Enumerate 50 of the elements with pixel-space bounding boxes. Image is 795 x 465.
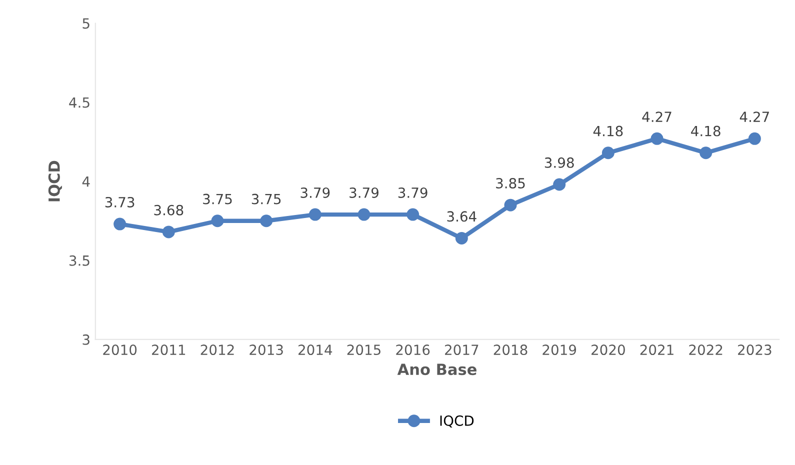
- x-tick-label: 2022: [689, 344, 722, 356]
- y-tick-label: 3: [82, 334, 90, 345]
- point: [211, 214, 224, 228]
- data-label: 3.68: [154, 204, 184, 216]
- x-tick-label: 2011: [152, 344, 186, 356]
- data-label: 4.18: [593, 126, 623, 136]
- data-label: 3.75: [203, 194, 232, 204]
- data-label: 3.75: [252, 194, 281, 204]
- x-tick-label: 2016: [396, 344, 430, 356]
- data-label: 3.73: [105, 196, 134, 208]
- data-label: 3.79: [350, 187, 378, 198]
- point: [114, 218, 126, 230]
- data-label: 3.85: [496, 178, 525, 188]
- point: [406, 208, 420, 221]
- x-tick-label: 2019: [542, 344, 576, 356]
- y-tick-label: 5: [82, 18, 90, 29]
- data-label: 3.98: [544, 157, 574, 168]
- legend-label: IQCD: [440, 415, 474, 428]
- point: [504, 198, 517, 212]
- x-tick-label: 2023: [738, 344, 772, 356]
- point: [553, 178, 566, 191]
- point: [650, 132, 664, 145]
- x-tick-label: 2015: [347, 344, 380, 356]
- y-tick-label: 4.5: [69, 97, 90, 108]
- data-label: 3.64: [447, 211, 476, 222]
- x-tick-label: 2017: [445, 344, 478, 356]
- y-tick-label: 4: [82, 176, 90, 187]
- data-label: 4.27: [642, 112, 672, 122]
- point: [358, 208, 370, 221]
- point: [308, 208, 322, 221]
- x-tick-label: 2012: [200, 344, 234, 356]
- y-axis-title: IQCD: [48, 160, 62, 202]
- point: [455, 232, 468, 245]
- y-tick-label: 3.5: [70, 255, 90, 266]
- x-tick-label: 2018: [494, 344, 528, 356]
- point: [162, 226, 175, 238]
- data-label: 3.79: [300, 187, 330, 198]
- point: [260, 214, 273, 228]
- x-tick-label: 2021: [640, 344, 674, 356]
- point: [700, 146, 712, 160]
- data-label: 4.18: [691, 126, 720, 136]
- data-label: 4.27: [740, 112, 769, 122]
- x-tick-label: 2010: [103, 344, 137, 356]
- x-tick-label: 2013: [250, 344, 283, 356]
- x-tick-label: 2020: [592, 344, 625, 356]
- x-tick-label: 2014: [298, 344, 332, 356]
- point: [602, 146, 614, 160]
- point: [748, 132, 761, 145]
- data-label: 3.79: [398, 187, 428, 198]
- x-axis-title: Ano Base: [397, 364, 476, 376]
